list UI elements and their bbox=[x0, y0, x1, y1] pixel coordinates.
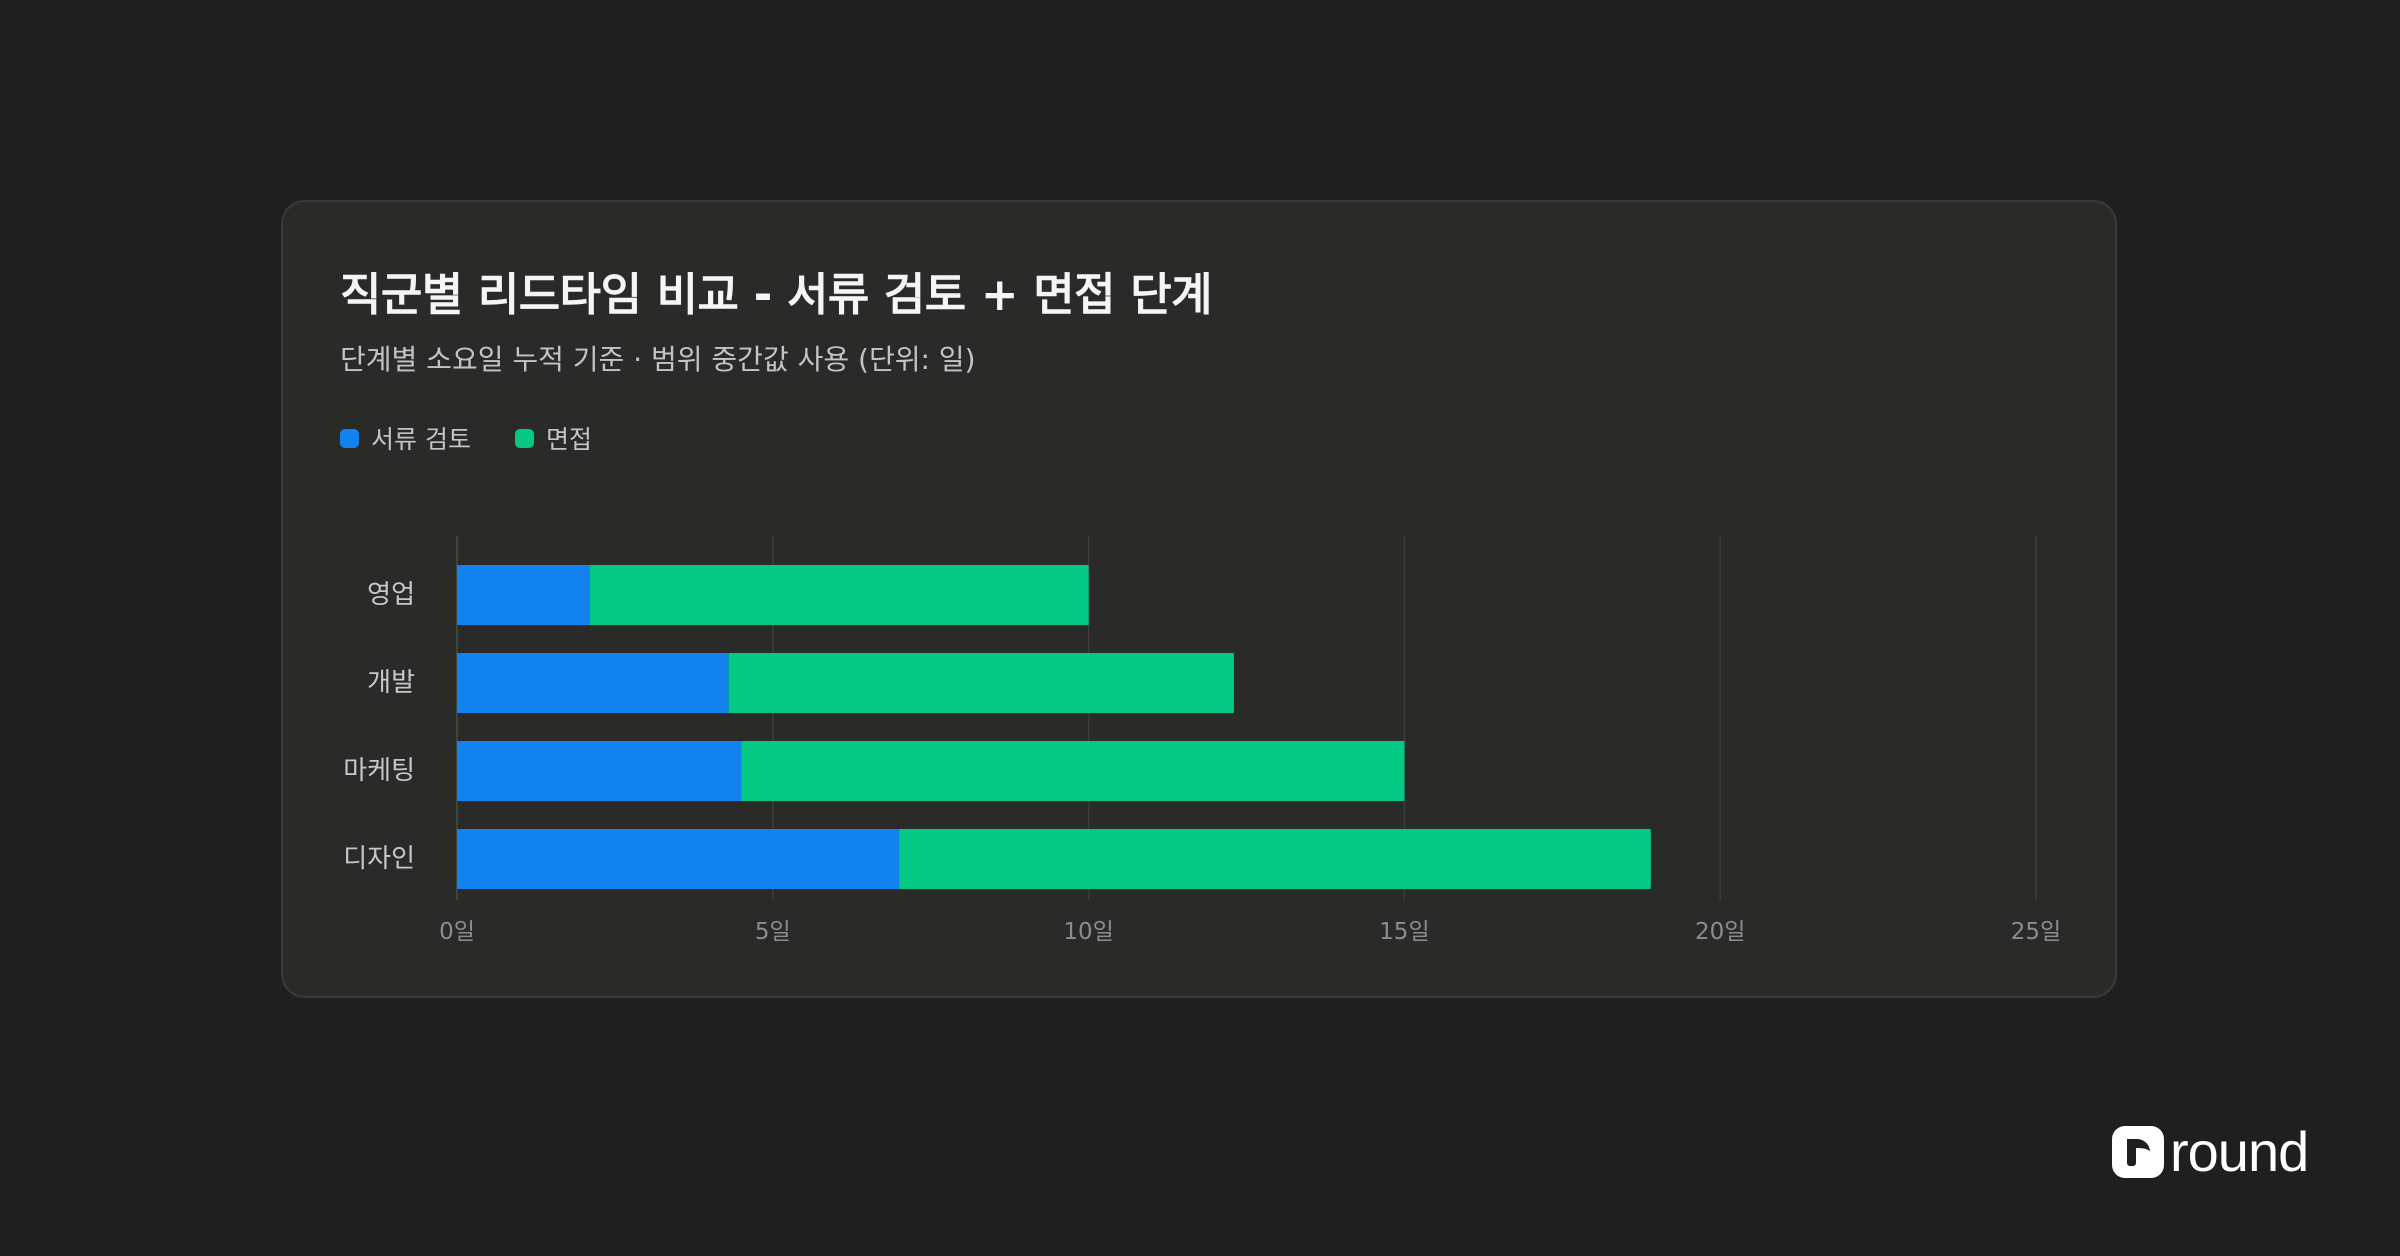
bar-document-review-1 bbox=[457, 653, 729, 713]
legend-item-document-review: 서류 검토 bbox=[340, 420, 471, 456]
bar-end-cap-0 bbox=[1080, 565, 1089, 625]
legend-swatch-interview bbox=[514, 428, 534, 448]
category-label-3: 디자인 bbox=[343, 844, 415, 874]
legend-label-document-review: 서류 검토 bbox=[371, 425, 471, 454]
legend-swatch-document-review bbox=[340, 428, 359, 448]
legend-label-interview: 면접 bbox=[545, 425, 592, 454]
x-tick-label-5: 5일 bbox=[755, 919, 791, 945]
x-tick-label-10: 10일 bbox=[1063, 919, 1113, 945]
brand-name: round bbox=[2170, 1120, 2309, 1183]
bar-interview-2 bbox=[741, 741, 1405, 801]
chart-card: 직군별 리드타임 비교 - 서류 검토 + 면접 단계 단계별 소요일 누적 기… bbox=[281, 200, 2117, 998]
chart-legend: 서류 검토 면접 bbox=[340, 420, 592, 456]
brand-logo: round bbox=[2112, 1120, 2309, 1183]
bar-document-review-2 bbox=[457, 741, 742, 801]
legend-item-interview: 면접 bbox=[514, 420, 592, 456]
bar-interview-0 bbox=[589, 565, 1089, 625]
category-label-1: 개발 bbox=[367, 668, 415, 698]
bar-interview-1 bbox=[728, 653, 1234, 713]
bar-end-cap-1 bbox=[1225, 653, 1234, 713]
bar-end-cap-3 bbox=[1642, 829, 1651, 889]
x-tick-label-20: 20일 bbox=[1695, 919, 1745, 945]
x-tick-label-15: 15일 bbox=[1379, 919, 1429, 945]
category-label-0: 영업 bbox=[367, 580, 415, 610]
bar-end-cap-2 bbox=[1396, 741, 1405, 801]
round-logo-icon bbox=[2112, 1126, 2164, 1178]
bar-document-review-3 bbox=[457, 829, 900, 889]
chart-title: 직군별 리드타임 비교 - 서류 검토 + 면접 단계 bbox=[340, 268, 1213, 321]
bar-document-review-0 bbox=[457, 565, 590, 625]
chart-subtitle: 단계별 소요일 누적 기준 · 범위 중간값 사용 (단위: 일) bbox=[340, 343, 976, 376]
category-label-2: 마케팅 bbox=[343, 756, 415, 786]
bar-interview-3 bbox=[899, 829, 1651, 889]
x-tick-label-25: 25일 bbox=[2011, 919, 2061, 945]
x-tick-label-0: 0일 bbox=[439, 919, 475, 945]
